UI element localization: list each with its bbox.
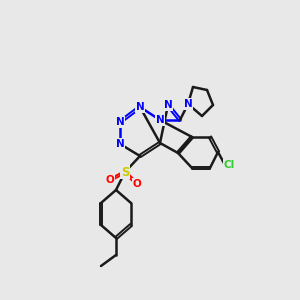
Text: N: N [164,100,172,110]
Text: O: O [133,179,141,189]
Text: N: N [116,139,124,149]
Text: N: N [116,117,124,127]
Text: N: N [136,102,144,112]
Text: N: N [156,115,164,125]
Text: O: O [106,175,114,185]
Text: N: N [184,99,192,109]
Text: S: S [121,166,129,178]
Text: Cl: Cl [224,160,235,170]
